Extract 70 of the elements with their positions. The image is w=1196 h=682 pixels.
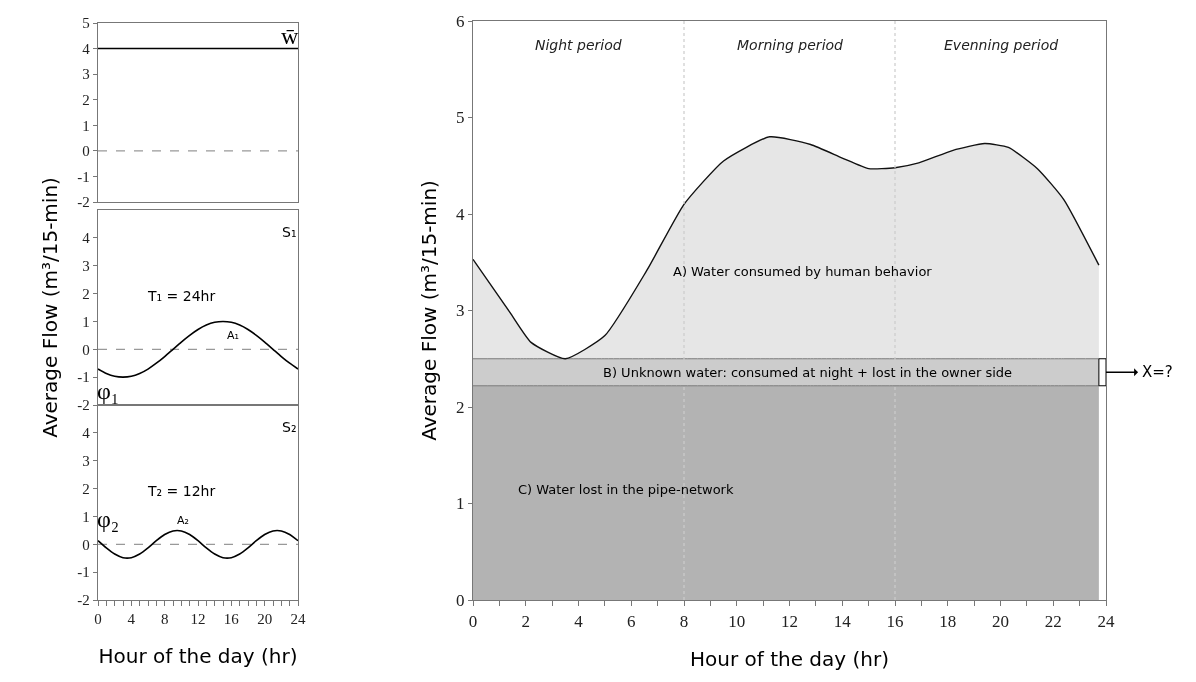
annotation: T₂ = 12hr [147, 483, 216, 499]
x-tick-label: 4 [127, 611, 136, 628]
y-tick-label: 2 [82, 480, 90, 497]
y-tick-label: 4 [82, 425, 91, 442]
annotation: w̄ [281, 23, 299, 49]
annotation: T₁ = 24hr [147, 288, 216, 304]
annotation: Night period [535, 37, 622, 53]
x-tick-label: 4 [574, 611, 584, 631]
y-tick-label: 2 [82, 285, 90, 302]
x-tick-label: 24 [290, 611, 306, 628]
text: X=? [1142, 363, 1173, 381]
x-tick-label: 0 [94, 611, 102, 628]
annotation: A) Water consumed by human behavior [673, 264, 933, 279]
annotation: C) Water lost in the pipe-network [518, 482, 734, 497]
y-axis-title: Average Flow (m³/15-min) [416, 180, 441, 441]
x-tick-label: 6 [627, 611, 636, 631]
annotation: S₂ [282, 419, 297, 435]
x-tick-label: 20 [257, 611, 273, 628]
y-tick-label: -2 [77, 397, 90, 414]
y-tick-label: 0 [82, 143, 90, 160]
y-tick-label: -1 [77, 168, 90, 185]
annotation: A₂ [177, 514, 189, 527]
y-tick-label: -2 [77, 194, 90, 211]
y-tick-label: 3 [455, 301, 465, 321]
x-tick-label: 18 [939, 611, 957, 631]
y-tick-label: 3 [82, 452, 90, 469]
y-tick-label: -2 [77, 592, 90, 609]
y-tick-label: 3 [82, 257, 90, 274]
annotation: φ₁ [97, 378, 120, 404]
annotation: A₁ [227, 329, 239, 342]
y-tick-label: 2 [455, 397, 465, 417]
y-tick-label: 5 [455, 108, 465, 128]
y-tick-label: 1 [82, 313, 90, 330]
y-tick-label: 1 [82, 117, 90, 134]
x-tick-label: 22 [1044, 611, 1062, 631]
line-series [98, 320, 298, 378]
x-axis-title: Hour of the day (hr) [690, 647, 889, 671]
y-tick-label: -1 [77, 564, 90, 581]
annotation: B) Unknown water: consumed at night + lost in the owner side [603, 365, 1013, 380]
x-tick-label: 8 [160, 611, 169, 628]
y-axis-title: Average Flow (m³/15-min) [37, 177, 62, 438]
x-tick-label: 12 [190, 611, 206, 628]
y-tick-label: 5 [82, 15, 90, 32]
x-tick-label: 2 [521, 611, 530, 631]
annotation: Morning period [737, 37, 844, 53]
annotation: Evenning period [944, 37, 1059, 53]
x-tick-label: 10 [728, 611, 746, 631]
y-tick-label: -1 [77, 369, 90, 386]
y-tick-label: 6 [455, 11, 465, 31]
y-tick-label: 2 [82, 91, 90, 108]
y-tick-label: 4 [455, 204, 465, 224]
y-tick-label: 1 [82, 508, 90, 525]
x-tick-label: 12 [781, 611, 798, 631]
x-axis-title: Hour of the day (hr) [98, 643, 298, 668]
y-tick-label: 4 [82, 230, 91, 247]
y-tick-label: 1 [455, 494, 465, 514]
annotation: φ₂ [97, 506, 120, 532]
x-tick-label: 24 [1097, 611, 1115, 631]
x-tick-label: 16 [223, 611, 240, 628]
x-tick-label: 16 [886, 611, 904, 631]
annotation: S₁ [282, 224, 297, 240]
y-tick-label: 0 [82, 536, 90, 553]
x-tick-label: 20 [992, 611, 1009, 631]
y-tick-label: 4 [82, 40, 91, 57]
x-tick-label: 8 [679, 611, 689, 631]
y-tick-label: 0 [82, 341, 90, 358]
y-tick-label: 3 [82, 66, 90, 83]
x-tick-label: 14 [833, 611, 852, 631]
y-tick-label: 0 [455, 590, 465, 610]
x-tick-label: 0 [468, 611, 478, 631]
